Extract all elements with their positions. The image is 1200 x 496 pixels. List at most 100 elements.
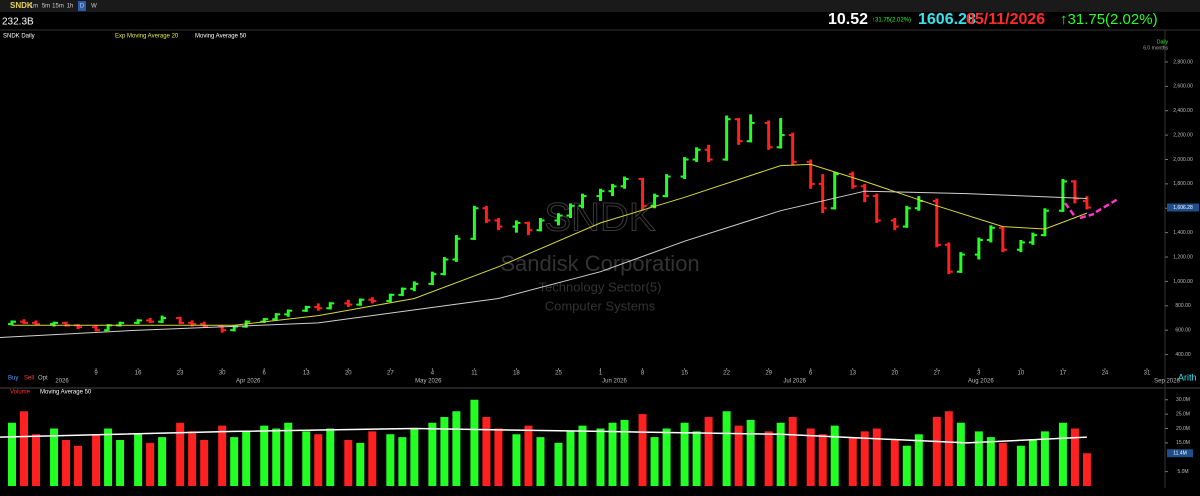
x-tick-label: 4: [431, 371, 435, 377]
y-tick-label: 1,800.00: [1173, 181, 1193, 187]
volume-bar: [860, 431, 869, 486]
volume-bar: [200, 440, 209, 486]
timeframe-button[interactable]: 15m: [52, 4, 64, 10]
volume-bar: [692, 431, 701, 486]
volume-bar: [368, 431, 377, 486]
volume-bar: [146, 442, 155, 486]
volume-bar: [512, 434, 521, 486]
volume-bar: [272, 428, 281, 486]
small-change: ↑31.75(2.02%): [872, 18, 911, 24]
volume-bar: [578, 425, 587, 486]
buy-button[interactable]: Buy: [8, 376, 18, 382]
x-tick-label: 9: [94, 371, 98, 377]
volume-bar: [596, 428, 605, 486]
x-tick-label: 16: [135, 371, 142, 377]
volume-bar: [806, 428, 815, 486]
volume-bar: [20, 411, 29, 486]
toolbar: [0, 0, 1200, 12]
volume-bar: [188, 431, 197, 486]
x-tick-label: 31: [1144, 371, 1151, 377]
x-tick-label: 25: [555, 371, 562, 377]
y-tick-label: 1,000.00: [1173, 279, 1193, 285]
volume-bar: [104, 428, 113, 486]
timeframes: 1m 5m 15m 1h D W: [30, 1, 97, 11]
last-price-badge: [1167, 203, 1199, 212]
volume-bar: [788, 417, 797, 486]
x-tick-label: 30: [219, 371, 226, 377]
x-tick-label: 6: [809, 371, 813, 377]
volume-bar: [524, 425, 533, 486]
volume-bar: [650, 437, 659, 486]
y-tick-label: 2,000.00: [1173, 157, 1193, 163]
sell-button[interactable]: Sell: [24, 376, 34, 382]
month-label: May 2026: [415, 379, 442, 385]
volume-bar: [116, 440, 125, 486]
x-tick-label: 18: [513, 371, 520, 377]
date: 05/11/2026: [966, 11, 1045, 28]
watermark: SNDK: [544, 195, 656, 240]
volume-bar: [608, 422, 617, 486]
month-label: Sep 2026: [1154, 379, 1180, 385]
x-tick-label: 1: [599, 371, 603, 377]
volume-bar: [8, 422, 17, 486]
change: ↑31.75(2.02%): [1060, 11, 1158, 28]
y-tick-label: 1,200.00: [1173, 254, 1193, 260]
volume-bar: [242, 431, 251, 486]
y-tick-label: 5.0M: [1177, 469, 1188, 475]
last-volume-label: 11.4M: [1173, 451, 1187, 457]
x-tick-label: 22: [723, 371, 730, 377]
x-tick-label: 11: [471, 371, 478, 377]
volume-bar: [92, 434, 101, 486]
market-cap: 232.3B: [2, 17, 34, 28]
volume-bar: [1016, 445, 1025, 486]
volume-bar: [638, 414, 647, 486]
x-tick-label: 23: [177, 371, 184, 377]
volume-bar: [746, 419, 755, 486]
volume-bar: [1082, 453, 1091, 486]
volume-bar: [230, 437, 239, 486]
legend-symbol: SNDK Daily: [3, 34, 35, 40]
timeframe-button[interactable]: W: [91, 4, 97, 10]
month-label: Aug 2026: [968, 379, 994, 385]
volume-bar: [932, 417, 941, 486]
timeframe-button[interactable]: 5m: [42, 4, 50, 10]
volume-bar: [440, 417, 449, 486]
volume-bar: [722, 411, 731, 486]
volume-bar: [662, 428, 671, 486]
volume-bar: [998, 442, 1007, 486]
volume-bar: [830, 425, 839, 486]
watermark-sector: Technology Sector(5): [539, 279, 662, 294]
timeframe-button[interactable]: 1m: [30, 4, 38, 10]
volume-bar: [326, 428, 335, 486]
volume-bar: [986, 437, 995, 486]
volume-bar: [50, 428, 59, 486]
x-tick-label: 15: [681, 371, 688, 377]
moving-average-line: [12, 163, 1088, 326]
pane-title: Volume: [10, 390, 31, 396]
y-tick-label: 400.00: [1175, 352, 1191, 358]
volume-bar: [482, 417, 491, 486]
volume-bar: [218, 425, 227, 486]
scale-mode[interactable]: Arith: [1178, 372, 1197, 382]
symbol[interactable]: SNDK: [10, 1, 33, 10]
x-tick-label: 24: [1102, 371, 1109, 377]
timeframe-button[interactable]: 1h: [67, 4, 74, 10]
y-tick-label: 2,200.00: [1173, 132, 1193, 138]
legend-entry: Moving Average 50: [195, 34, 247, 40]
volume-bar: [494, 428, 503, 486]
x-tick-label: 13: [303, 371, 310, 377]
x-tick-label: 17: [1060, 371, 1067, 377]
x-tick-label: 27: [933, 371, 940, 377]
volume-bar: [974, 431, 983, 486]
last: 10.52: [828, 11, 868, 28]
month-label: 2026: [55, 379, 69, 385]
watermark-symbol: SNDK: [544, 196, 655, 240]
y-tick-label: 1,400.00: [1173, 230, 1193, 236]
opt-button[interactable]: Opt: [38, 376, 48, 382]
volume-bar: [158, 437, 167, 486]
timeframe-button[interactable]: D: [80, 4, 85, 10]
volume-bar: [428, 422, 437, 486]
volume-bar: [176, 422, 185, 486]
